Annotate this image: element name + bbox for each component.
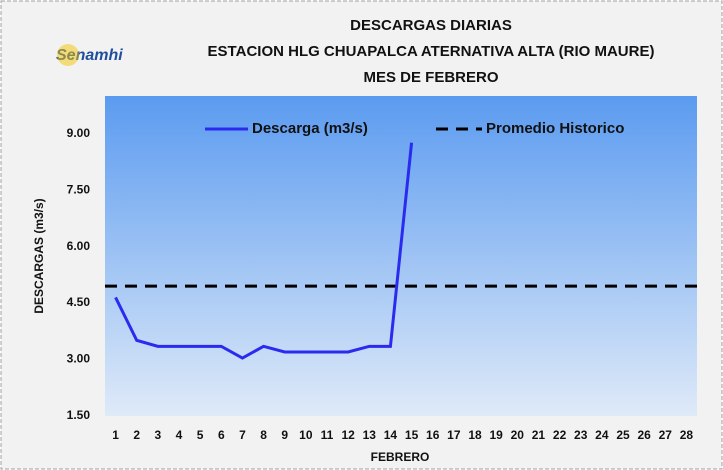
y-tick-label: 4.50 — [67, 295, 91, 309]
x-tick-label: 9 — [281, 428, 288, 442]
x-tick-label: 24 — [595, 428, 609, 442]
x-tick-label: 1 — [112, 428, 119, 442]
x-tick-label: 3 — [155, 428, 162, 442]
x-tick-label: 26 — [637, 428, 651, 442]
x-tick-label: 6 — [218, 428, 225, 442]
x-tick-label: 21 — [532, 428, 546, 442]
legend-label: Promedio Historico — [486, 120, 624, 137]
x-tick-label: 17 — [447, 428, 461, 442]
y-tick-label: 3.00 — [67, 352, 91, 366]
y-tick-label: 6.00 — [67, 239, 91, 253]
x-tick-label: 18 — [468, 428, 482, 442]
x-tick-label: 10 — [299, 428, 313, 442]
x-tick-label: 20 — [511, 428, 525, 442]
x-tick-label: 8 — [260, 428, 267, 442]
chart-title: MES DE FEBRERO — [363, 69, 498, 86]
y-tick-label: 7.50 — [67, 182, 91, 196]
x-tick-label: 27 — [659, 428, 673, 442]
x-tick-label: 14 — [384, 428, 398, 442]
x-tick-label: 15 — [405, 428, 419, 442]
x-tick-label: 7 — [239, 428, 246, 442]
legend-label: Descarga (m3/s) — [252, 120, 368, 137]
chart-title: DESCARGAS DIARIAS — [350, 17, 512, 34]
chart-title: ESTACION HLG CHUAPALCA ATERNATIVA ALTA (… — [208, 43, 655, 60]
logo-sun — [57, 44, 79, 66]
x-tick-label: 12 — [341, 428, 355, 442]
x-tick-label: 4 — [176, 428, 183, 442]
x-axis-label: FEBRERO — [371, 450, 430, 464]
x-tick-label: 23 — [574, 428, 588, 442]
y-axis-label: DESCARGAS (m3/s) — [32, 198, 46, 313]
x-tick-label: 13 — [363, 428, 377, 442]
x-tick-label: 28 — [680, 428, 694, 442]
x-tick-label: 22 — [553, 428, 567, 442]
x-tick-label: 25 — [616, 428, 630, 442]
data-line — [114, 142, 414, 360]
x-tick-label: 2 — [133, 428, 140, 442]
x-tick-label: 5 — [197, 428, 204, 442]
x-tick-label: 16 — [426, 428, 440, 442]
x-tick-label: 19 — [489, 428, 503, 442]
x-tick-label: 11 — [321, 428, 334, 442]
y-tick-label: 9.00 — [67, 126, 91, 140]
y-tick-label: 1.50 — [67, 408, 91, 422]
